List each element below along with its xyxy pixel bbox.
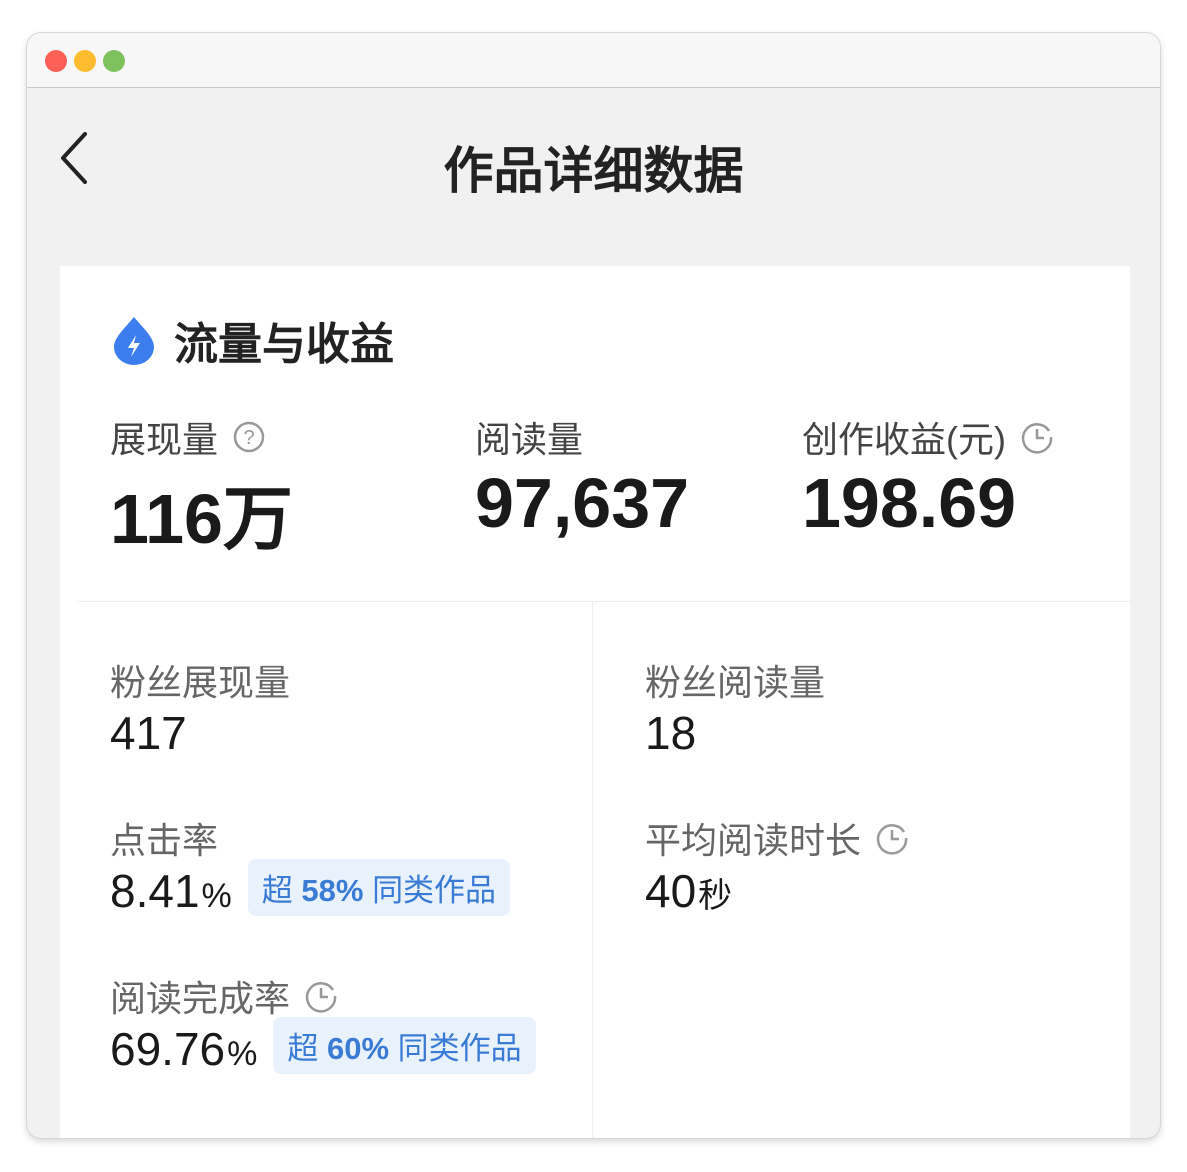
- metric-label: 点击率: [110, 820, 219, 861]
- metric-label: 创作收益(元): [802, 419, 1006, 460]
- completion-rate-metric: 阅读完成率 69.76% 超 60% 同类作品: [110, 970, 536, 1080]
- metric-label: 粉丝阅读量: [645, 662, 826, 703]
- badge-prefix: 超: [261, 873, 293, 908]
- divider: [592, 602, 593, 1138]
- zoom-window-button[interactable]: [103, 50, 125, 72]
- close-window-button[interactable]: [45, 50, 67, 72]
- traffic-revenue-card: 流量与收益 展现量 ? 116万 阅读量 97,637 创作收益(元) 198.…: [60, 266, 1130, 1138]
- minimize-window-button[interactable]: [74, 50, 96, 72]
- metric-label: 阅读量: [475, 419, 584, 460]
- lightning-drop-icon: [114, 317, 154, 365]
- question-circle-icon[interactable]: ?: [232, 420, 266, 454]
- metric-value: 69.76: [110, 1023, 226, 1075]
- metric-label: 粉丝展现量: [110, 662, 291, 703]
- badge-prefix: 超: [287, 1031, 319, 1066]
- metric-unit: %: [201, 877, 232, 915]
- revenue-metric: 创作收益(元) 198.69: [802, 411, 1054, 543]
- metric-value: 8.41: [110, 865, 200, 917]
- clock-icon[interactable]: [304, 979, 338, 1013]
- badge-value: 58%: [301, 873, 364, 908]
- metric-label: 平均阅读时长: [645, 820, 862, 861]
- fan-reads-metric: 粉丝阅读量 18: [645, 654, 825, 760]
- svg-text:?: ?: [243, 427, 254, 449]
- page-title: 作品详细数据: [443, 143, 744, 199]
- chevron-left-icon[interactable]: [57, 130, 97, 190]
- metric-value: 97,637: [475, 464, 690, 542]
- metric-value: 116万: [110, 480, 293, 558]
- metric-unit: %: [227, 1035, 258, 1073]
- avg-read-time-metric: 平均阅读时长 40 秒: [645, 812, 909, 918]
- badge-suffix: 同类作品: [372, 873, 497, 908]
- metric-label: 展现量: [110, 419, 219, 460]
- comparison-badge: 超 60% 同类作品: [273, 1017, 536, 1074]
- clock-icon[interactable]: [1020, 420, 1054, 454]
- title-bar: [27, 33, 1160, 88]
- metric-unit: 秒: [698, 877, 733, 915]
- metric-value: 417: [110, 707, 187, 759]
- metric-value: 198.69: [802, 464, 1017, 542]
- section-title: 流量与收益: [174, 320, 394, 369]
- metric-value: 40: [645, 865, 697, 917]
- metric-label: 阅读完成率: [110, 978, 291, 1019]
- metric-value: 18: [645, 707, 697, 759]
- divider: [78, 601, 1130, 602]
- comparison-badge: 超 58% 同类作品: [247, 859, 511, 916]
- app-window: 作品详细数据 流量与收益 展现量 ? 116万 阅读量 97,637 创作收益(…: [27, 33, 1160, 1138]
- badge-suffix: 同类作品: [397, 1031, 522, 1066]
- reads-metric: 阅读量 97,637: [475, 411, 689, 543]
- fan-impressions-metric: 粉丝展现量 417: [110, 654, 290, 760]
- click-rate-metric: 点击率 8.41% 超 58% 同类作品: [110, 812, 511, 922]
- impressions-metric: 展现量 ? 116万: [110, 411, 293, 564]
- badge-value: 60%: [326, 1031, 390, 1066]
- clock-icon[interactable]: [875, 821, 909, 855]
